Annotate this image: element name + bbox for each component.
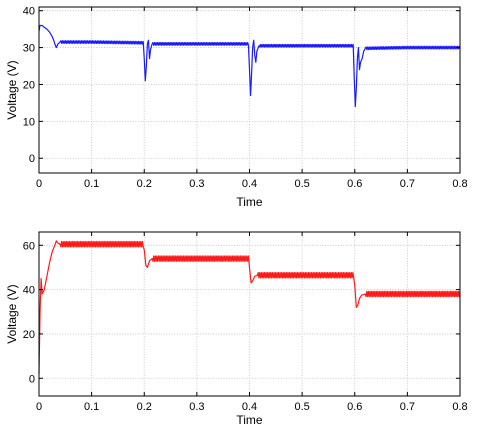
x-tick-label: 0.5 — [294, 178, 309, 190]
x-tick-label: 0.6 — [347, 401, 362, 413]
y-tick-label: 0 — [29, 153, 35, 165]
x-tick-label: 0.1 — [84, 178, 99, 190]
x-tick-label: 0.4 — [242, 401, 257, 413]
y-tick-label: 0 — [29, 373, 35, 385]
y-tick-label: 20 — [23, 329, 35, 341]
y-axis-label: Voltage (V) — [5, 284, 19, 343]
y-tick-label: 30 — [23, 43, 35, 55]
y-axis-label: Voltage (V) — [5, 60, 19, 119]
x-axis-label: Time — [236, 413, 263, 427]
x-tick-label: 0.7 — [400, 178, 415, 190]
x-tick-label: 0.5 — [294, 401, 309, 413]
x-tick-label: 0.8 — [452, 401, 467, 413]
x-axis-label: Time — [236, 195, 263, 209]
x-tick-label: 0.3 — [189, 178, 204, 190]
x-tick-label: 0 — [36, 401, 42, 413]
plot-area — [39, 232, 460, 396]
x-tick-label: 0.7 — [400, 401, 415, 413]
y-tick-label: 40 — [23, 6, 35, 18]
y-tick-label: 10 — [23, 116, 35, 128]
chart-2: 0 0.1 0.2 0.3 0.4 0.5 0.6 0.7 0.8 0 20 40 60 Time Volt… — [5, 232, 468, 427]
x-tick-label: 0.2 — [137, 178, 152, 190]
y-tick-label: 40 — [23, 285, 35, 297]
x-tick-label: 0.4 — [242, 178, 257, 190]
x-tick-label: 0.1 — [84, 401, 99, 413]
y-tick-label: 20 — [23, 79, 35, 91]
x-tick-label: 0 — [36, 178, 42, 190]
chart-1: 0 0.1 0.2 0.3 0.4 0.5 0.6 0.7 0.8 0 10 20 30 40 Time Vo… — [5, 6, 468, 209]
x-tick-label: 0.8 — [452, 178, 467, 190]
y-tick-label: 60 — [23, 240, 35, 252]
x-tick-label: 0.2 — [137, 401, 152, 413]
x-tick-label: 0.3 — [189, 401, 204, 413]
x-tick-label: 0.6 — [347, 178, 362, 190]
